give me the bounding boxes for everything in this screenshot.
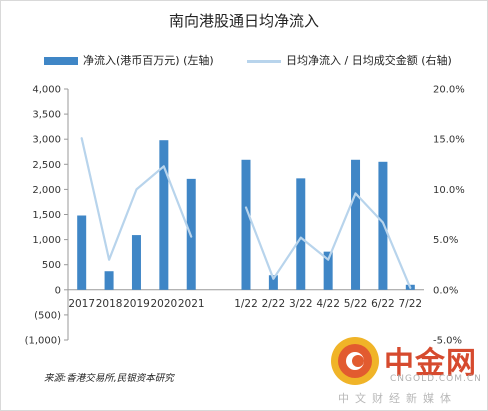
left-tick-label: 2,000 — [32, 185, 61, 196]
category-label: 7/22 — [399, 298, 423, 310]
bar — [241, 159, 251, 290]
legend-item-bars: 净流入(港币百万元) (左轴) — [44, 52, 214, 68]
right-tick-label: 5.0% — [433, 235, 458, 246]
series-line — [244, 192, 412, 289]
bar — [323, 251, 333, 290]
watermark: 中金网 CNGOLD.COM.CN 中文财经新媒体 — [328, 334, 481, 405]
bar — [351, 159, 361, 290]
right-tick-label: 0.0% — [433, 285, 458, 296]
legend-line-swatch — [247, 59, 281, 63]
category-label: 3/22 — [289, 298, 313, 310]
right-tick-label: 10.0% — [433, 185, 465, 196]
category-label: 2017 — [68, 298, 95, 310]
watermark-logo-icon — [331, 337, 379, 385]
watermark-url: CNGOLD.COM.CN — [390, 374, 482, 384]
left-tick-label: 1,000 — [32, 235, 61, 246]
bar — [159, 140, 169, 290]
right-tick-label: -5.0% — [433, 336, 462, 347]
left-tick-label: 3,000 — [32, 135, 61, 146]
watermark-name: 中金网 — [384, 346, 477, 381]
category-label: 2020 — [150, 298, 177, 310]
bar — [268, 275, 278, 290]
category-label: 1/22 — [234, 298, 258, 310]
category-label: 2021 — [178, 298, 205, 310]
chart-title: 南向港股通日均净流入 — [168, 12, 319, 30]
source-note: 来源:香港交易所,民银资本研究 — [44, 373, 174, 384]
legend-bar-label: 净流入(港币百万元) (左轴) — [83, 54, 214, 67]
category-label: 2018 — [96, 298, 123, 310]
right-tick-label: 20.0% — [433, 85, 465, 96]
watermark-tagline: 中文财经新媒体 — [338, 392, 457, 405]
legend-line-label: 日均净流入 / 日均成交金额 (右轴) — [286, 54, 452, 67]
bar — [378, 161, 388, 290]
right-tick-label: 15.0% — [433, 135, 465, 146]
left-tick-label: (500) — [34, 310, 61, 321]
left-tick-label: 1,500 — [32, 210, 61, 221]
left-tick-label: 4,000 — [32, 85, 61, 96]
category-label: 2/22 — [262, 298, 286, 310]
bar — [77, 215, 87, 290]
category-label: 4/22 — [316, 298, 340, 310]
left-tick-label: 500 — [42, 260, 61, 271]
category-label: 2019 — [123, 298, 150, 310]
left-tick-label: 2,500 — [32, 160, 61, 171]
legend-item-line: 日均净流入 / 日均成交金额 (右轴) — [247, 52, 452, 68]
left-tick-label: (1,000) — [25, 336, 62, 347]
bar — [296, 178, 306, 290]
left-tick-label: 0 — [55, 285, 61, 296]
category-label: 6/22 — [371, 298, 395, 310]
left-tick-label: 3,500 — [32, 110, 61, 121]
bar — [131, 235, 141, 290]
legend-bar-swatch — [44, 57, 78, 65]
bar — [104, 271, 114, 290]
category-label: 5/22 — [344, 298, 368, 310]
series-line — [80, 137, 193, 261]
